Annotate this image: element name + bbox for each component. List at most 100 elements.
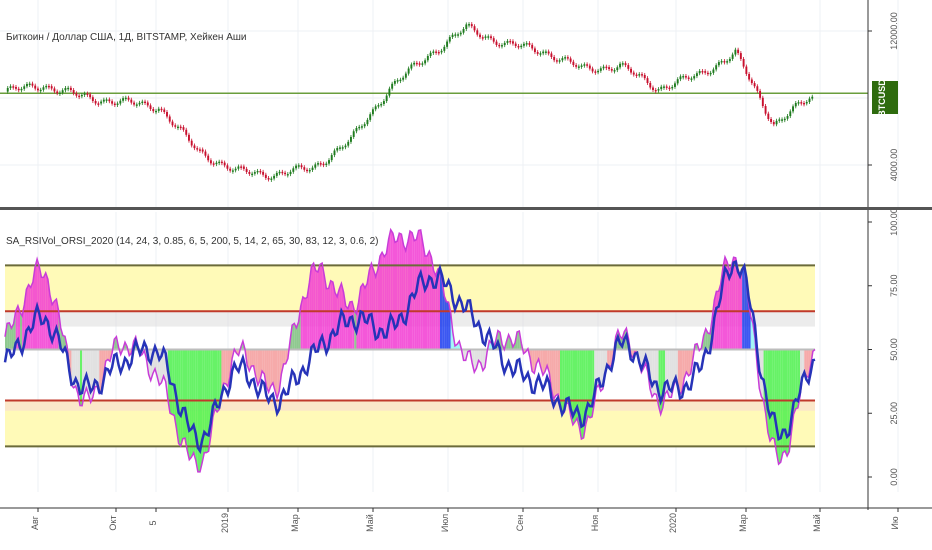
candle-body-273 — [753, 83, 756, 87]
ind-fill-seg-161 — [350, 301, 353, 350]
ind-fill-seg-90 — [197, 349, 200, 472]
ind-fill-seg-142 — [309, 266, 312, 350]
ind-fill-seg-262 — [566, 349, 569, 404]
indicator-title: SA_RSIVol_ORSI_2020 (14, 24, 3, 0.85, 6,… — [6, 236, 378, 247]
ind-fill-seg-98 — [215, 349, 218, 412]
ind-fill-seg-332 — [716, 291, 719, 350]
candle-body-26 — [75, 93, 78, 96]
candle-body-198 — [547, 51, 550, 54]
candle-body-207 — [572, 61, 575, 66]
ind-fill-seg-328 — [707, 332, 710, 350]
candle-body-119 — [330, 155, 333, 161]
candle-body-37 — [105, 99, 108, 101]
candle-body-106 — [295, 165, 298, 169]
candle-body-73 — [204, 151, 207, 156]
candle-body-53 — [149, 105, 152, 110]
ind-tick-label-0: 100.00 — [889, 208, 899, 236]
candle-body-219 — [605, 66, 608, 69]
ind-fill-seg-131 — [285, 349, 288, 364]
ind-fill-seg-15 — [37, 259, 40, 350]
candle-body-16 — [47, 85, 50, 88]
candle-body-204 — [564, 57, 567, 59]
ind-fill-seg-2 — [9, 322, 12, 350]
candle-body-55 — [155, 110, 157, 113]
candle-body-59 — [166, 112, 168, 117]
ind-fill-seg-126 — [275, 349, 278, 399]
ind-fill-seg-16 — [39, 266, 42, 350]
candle-body-213 — [588, 65, 591, 69]
candle-body-27 — [78, 95, 81, 98]
candle-body-269 — [742, 58, 745, 67]
candle-body-84 — [234, 168, 237, 171]
candle-body-19 — [56, 91, 59, 94]
candle-body-3 — [12, 86, 15, 88]
candle-body-71 — [198, 149, 201, 151]
ind-fill-seg-82 — [180, 349, 183, 447]
candle-body-28 — [80, 94, 83, 97]
candle-body-230 — [635, 74, 638, 76]
ind-fill-seg-358 — [772, 349, 775, 439]
ind-fill-seg-340 — [733, 257, 736, 350]
ind-fill-seg-327 — [705, 328, 708, 350]
ind-fill-seg-148 — [322, 263, 325, 350]
ind-tick-label-4: 0.00 — [889, 468, 899, 486]
candle-body-275 — [759, 90, 762, 98]
candle-body-163 — [451, 34, 454, 38]
ind-fill-seg-35 — [80, 349, 83, 406]
candle-body-193 — [533, 48, 536, 53]
candle-body-266 — [734, 49, 737, 55]
candle-body-278 — [767, 113, 770, 119]
ind-fill-seg-339 — [731, 257, 734, 350]
candle-body-270 — [745, 66, 748, 74]
candle-body-74 — [207, 155, 210, 161]
candle-body-268 — [739, 53, 742, 59]
candle-body-33 — [94, 100, 97, 104]
candle-body-35 — [100, 101, 103, 104]
candle-body-68 — [190, 140, 193, 146]
candle-body-178 — [492, 38, 495, 42]
candle-body-75 — [209, 160, 212, 164]
candle-body-6 — [20, 88, 23, 91]
ind-fill-seg-177 — [384, 253, 387, 350]
ind-fill-seg-173 — [375, 269, 378, 350]
ind-fill-seg-159 — [345, 306, 348, 350]
ind-fill-seg-141 — [307, 282, 310, 350]
time-tick-label-2: 5 — [148, 520, 158, 525]
candle-body-22 — [64, 88, 67, 91]
candle-body-135 — [374, 106, 377, 110]
ind-fill-seg-337 — [727, 261, 730, 350]
ind-fill-seg-195 — [422, 243, 425, 350]
ind-fill-seg-255 — [551, 349, 554, 399]
ind-fill-seg-122 — [266, 349, 269, 393]
ind-fill-seg-364 — [785, 349, 788, 456]
candle-body-291 — [803, 102, 805, 105]
candle-body-195 — [539, 53, 542, 55]
ind-fill-seg-336 — [725, 257, 728, 350]
candle-body-147 — [407, 68, 410, 74]
candle-body-232 — [641, 74, 643, 76]
candle-body-131 — [363, 124, 366, 127]
ind-fill-seg-185 — [401, 234, 404, 350]
ind-fill-seg-145 — [315, 270, 318, 350]
candle-body-212 — [586, 64, 589, 66]
candle-body-177 — [490, 36, 492, 39]
ind-fill-seg-169 — [367, 270, 370, 350]
candle-body-91 — [253, 172, 256, 174]
candle-body-228 — [630, 68, 632, 73]
candle-body-280 — [772, 122, 775, 125]
candle-body-123 — [341, 147, 344, 149]
candle-body-156 — [432, 51, 435, 53]
candle-body-66 — [185, 129, 188, 135]
price-tick-label-0: 12000.00 — [889, 12, 899, 50]
candle-body-39 — [111, 101, 114, 104]
ind-fill-seg-345 — [744, 268, 747, 350]
candle-body-159 — [440, 50, 443, 53]
candle-body-181 — [501, 45, 503, 47]
candle-body-191 — [528, 43, 531, 45]
ind-fill-seg-149 — [324, 275, 327, 350]
candle-body-264 — [728, 58, 731, 62]
candle-body-259 — [715, 65, 718, 70]
candle-body-271 — [748, 73, 751, 80]
candle-body-223 — [616, 67, 619, 71]
